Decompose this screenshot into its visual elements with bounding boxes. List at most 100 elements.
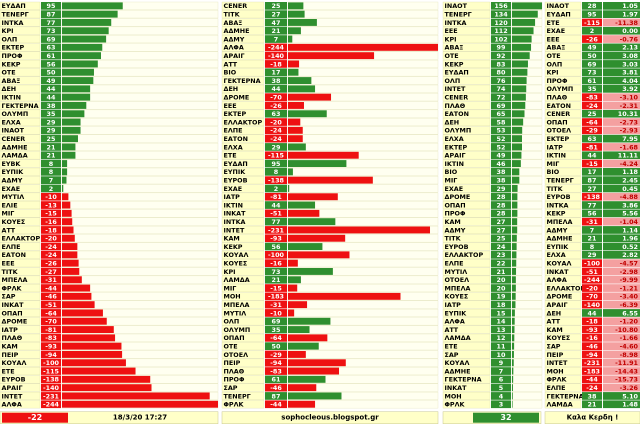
bar xyxy=(512,209,518,217)
name-cell xyxy=(221,325,265,334)
name-cell xyxy=(221,51,265,60)
bar xyxy=(62,143,76,151)
value: 3 xyxy=(499,401,503,409)
bar-track xyxy=(511,333,543,342)
value-cell xyxy=(582,2,602,10)
stock-name: ΕΛΧΑ xyxy=(547,251,566,259)
value: -16 xyxy=(586,334,598,342)
value: -20 xyxy=(586,284,598,292)
bar xyxy=(512,367,514,375)
percent-cell xyxy=(603,342,640,350)
bar xyxy=(512,193,518,201)
value-cell xyxy=(491,26,511,35)
percent-cell xyxy=(603,35,640,43)
stock-name: ΜΟΗ xyxy=(547,367,564,375)
stock-name: ΚΕΚΡ xyxy=(224,243,243,251)
bar xyxy=(288,93,332,101)
value: 17 xyxy=(588,168,597,176)
stock-name: ΑΔΜΗΕ xyxy=(547,235,573,243)
percent: -1.20 xyxy=(620,318,639,326)
value: 15 xyxy=(497,309,506,317)
stock-name: ΤΕΝΕΡΓ xyxy=(2,10,29,18)
bar xyxy=(62,384,152,392)
bar xyxy=(62,243,78,250)
bar xyxy=(62,334,116,342)
stock-name: ΑΔΜΗΕ xyxy=(224,27,250,35)
name-cell xyxy=(442,367,491,376)
value: -46 xyxy=(270,384,282,392)
name-cell xyxy=(442,192,491,201)
bar xyxy=(512,326,515,333)
value: -70 xyxy=(45,318,57,326)
value-cell xyxy=(265,134,287,143)
bar xyxy=(512,276,516,284)
stock-name: CENER xyxy=(224,2,248,10)
value-cell xyxy=(265,350,287,359)
stock-name: ΚΟΥΕΣ xyxy=(547,334,571,342)
percent-cell xyxy=(603,300,640,309)
stock-name: ΟΤΟΕΛ xyxy=(224,351,249,359)
stock-name: ΙΑΤΡ xyxy=(2,326,19,334)
stock-name: ΙΝΑΟΤ xyxy=(547,2,570,10)
name-cell xyxy=(442,325,491,334)
percent: -15.73 xyxy=(615,376,638,384)
bar-track xyxy=(511,367,543,376)
value-cell xyxy=(491,18,511,27)
bar xyxy=(512,176,520,184)
value-cell xyxy=(491,68,511,77)
value: 156 xyxy=(494,2,508,10)
name-cell xyxy=(0,217,41,226)
value: 21 xyxy=(272,27,281,35)
name-cell xyxy=(442,201,491,210)
value-cell xyxy=(491,101,511,110)
name-cell xyxy=(544,84,582,93)
value: 69 xyxy=(272,318,281,326)
value: -140 xyxy=(584,301,601,309)
value-cell xyxy=(491,35,511,43)
value-cell xyxy=(265,392,287,400)
name-cell xyxy=(544,225,582,234)
value-cell xyxy=(491,126,511,135)
percent-cell xyxy=(603,209,640,218)
stock-name: ΚΡΙ xyxy=(547,69,559,77)
bar xyxy=(288,334,328,342)
name-cell xyxy=(0,76,41,85)
bar-track xyxy=(287,59,439,68)
value-cell xyxy=(41,126,61,135)
value-cell xyxy=(41,325,61,334)
bar xyxy=(512,268,517,275)
value: 44 xyxy=(588,309,597,317)
value-cell xyxy=(582,309,602,317)
name-cell xyxy=(0,300,41,309)
value: -100 xyxy=(43,359,60,367)
name-cell xyxy=(544,317,582,326)
value: 120 xyxy=(494,19,508,27)
bar xyxy=(62,392,210,400)
bar xyxy=(512,226,518,234)
bar xyxy=(62,52,101,60)
value: 2 xyxy=(49,185,53,193)
name-cell xyxy=(442,375,491,384)
percent-cell xyxy=(603,201,640,209)
value: 8 xyxy=(274,168,279,176)
name-cell xyxy=(221,118,265,127)
name-cell xyxy=(442,1,491,10)
name-cell xyxy=(544,43,582,52)
bar xyxy=(288,10,305,18)
value: 22 xyxy=(497,259,506,267)
stock-name: ΕΧΑΕ xyxy=(224,185,243,193)
value-cell xyxy=(41,43,61,52)
stock-name: ΙΚΤΙΝ xyxy=(547,152,566,160)
value-cell xyxy=(582,134,602,143)
value-cell xyxy=(265,367,287,375)
stock-name: ΜΙΓ xyxy=(445,176,458,184)
value-cell xyxy=(265,334,287,342)
bar xyxy=(288,35,293,43)
name-cell xyxy=(221,225,265,234)
value-cell xyxy=(41,2,61,10)
bar-track xyxy=(61,118,219,127)
value-cell xyxy=(582,334,602,342)
stock-name: ΕΛΧΑ xyxy=(224,143,243,151)
bar xyxy=(288,234,346,242)
value-cell xyxy=(41,76,61,85)
